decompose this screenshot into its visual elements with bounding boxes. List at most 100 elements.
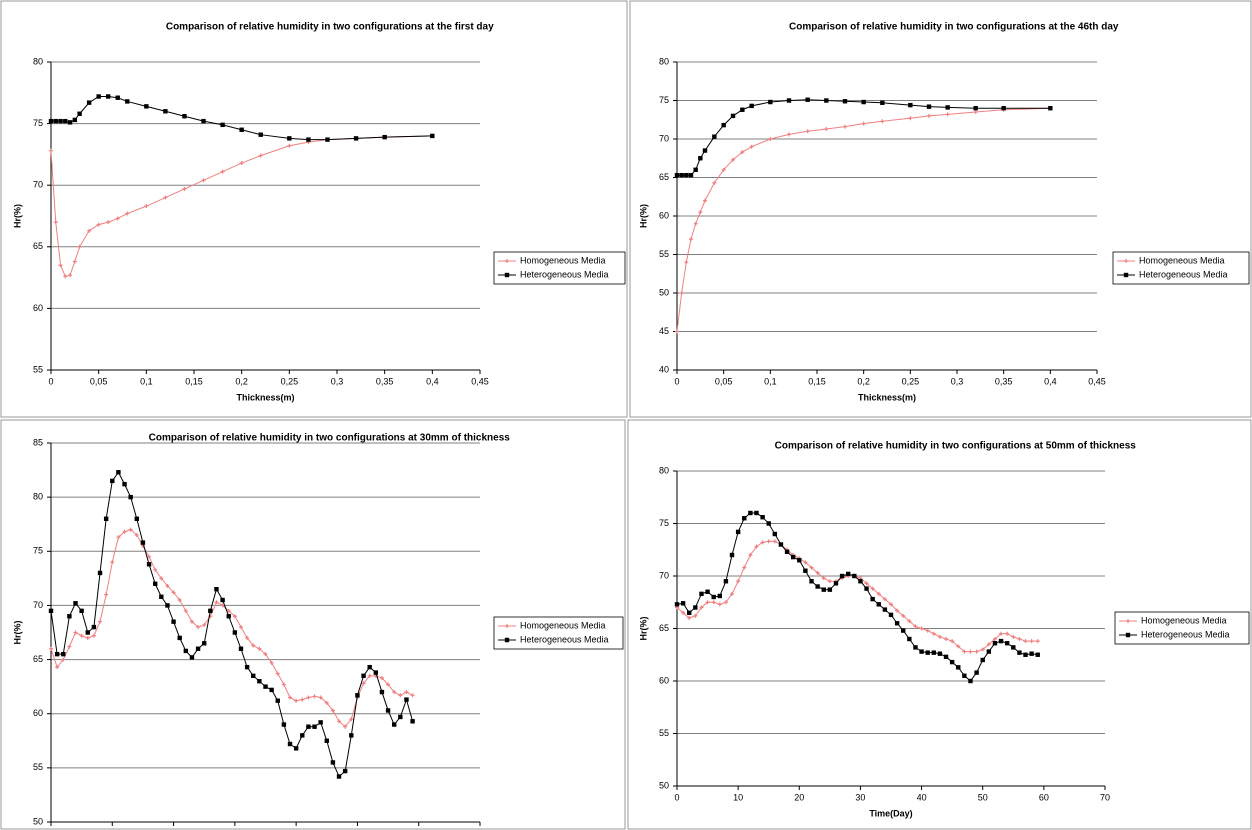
marker (79, 633, 84, 638)
marker (85, 635, 90, 640)
marker (749, 144, 754, 149)
y-tick-label: 60 (33, 708, 43, 718)
marker (723, 600, 728, 605)
marker (300, 733, 305, 738)
x-tick-label: 70 (1100, 792, 1110, 802)
chart-panel: Comparison of relative humidity in two c… (0, 419, 626, 830)
marker (925, 628, 930, 633)
chart-panel: Comparison of relative humidity in two c… (0, 0, 628, 418)
marker (913, 645, 918, 650)
marker (687, 610, 692, 615)
marker (815, 584, 820, 589)
y-tick-label: 85 (33, 437, 43, 447)
marker (950, 639, 955, 644)
marker (679, 172, 684, 178)
marker (163, 109, 168, 114)
marker (790, 554, 796, 560)
marker (937, 651, 943, 656)
legend: Homogeneous Media Heterogeneous Media (1112, 251, 1250, 285)
marker (201, 178, 206, 183)
marker (962, 649, 967, 654)
marker (815, 570, 820, 575)
marker (146, 562, 152, 567)
marker (379, 689, 385, 695)
marker (318, 720, 323, 725)
marker (974, 649, 979, 654)
marker (361, 673, 366, 679)
marker (349, 733, 354, 738)
marker (925, 650, 930, 655)
marker (182, 114, 187, 119)
marker (379, 675, 384, 680)
marker (843, 124, 847, 129)
marker (858, 579, 863, 584)
marker (821, 576, 826, 581)
marker (392, 722, 397, 727)
marker (430, 133, 435, 139)
marker (98, 619, 103, 624)
marker (257, 646, 262, 651)
marker (220, 603, 225, 608)
marker (263, 652, 268, 657)
marker (63, 274, 68, 279)
marker (861, 99, 866, 105)
marker (740, 107, 745, 112)
marker (165, 603, 170, 608)
x-tick-label: 30 (230, 828, 240, 830)
x-tick-label: 50 (978, 792, 988, 802)
marker (306, 695, 311, 700)
marker (889, 602, 893, 607)
marker (85, 630, 90, 635)
y-tick-label: 45 (659, 326, 669, 336)
marker (705, 600, 710, 605)
marker (852, 573, 857, 579)
marker (945, 112, 950, 117)
marker (1005, 631, 1010, 636)
x-tick-label: 0,1 (140, 376, 153, 386)
x-tick-label: 10 (107, 828, 117, 830)
marker (196, 625, 201, 630)
marker (79, 608, 84, 614)
legend: Homogeneous Media Heterogeneous Media (493, 251, 626, 285)
marker (53, 118, 58, 124)
marker (1048, 106, 1053, 111)
marker (876, 591, 881, 596)
marker (61, 651, 66, 657)
marker (171, 590, 176, 595)
x-tick-label: 0,3 (951, 376, 964, 386)
marker (973, 106, 978, 111)
marker (895, 608, 900, 613)
marker (355, 693, 360, 698)
marker (220, 122, 225, 128)
x-tick-label: 60 (414, 828, 424, 830)
marker (504, 637, 510, 643)
x-tick-label: 0,15 (808, 376, 826, 386)
marker (768, 137, 773, 141)
marker (382, 134, 387, 140)
marker (258, 132, 263, 137)
marker (768, 99, 773, 105)
marker (239, 127, 244, 132)
marker (786, 98, 792, 103)
marker (281, 682, 286, 687)
marker (163, 195, 168, 200)
marker (122, 481, 127, 487)
marker (937, 634, 942, 639)
marker (318, 695, 323, 700)
y-tick-label: 70 (659, 133, 669, 143)
marker (1023, 652, 1028, 657)
marker (312, 694, 317, 699)
x-tick-label: 0,25 (281, 376, 299, 386)
marker (980, 657, 985, 663)
marker (1035, 652, 1040, 657)
marker (294, 698, 299, 703)
chart-title: Comparison of relative humidity in two c… (149, 433, 511, 444)
marker (140, 540, 146, 545)
marker (63, 118, 68, 124)
marker (342, 768, 348, 774)
marker (1017, 637, 1022, 641)
y-tick-label: 80 (33, 56, 43, 66)
y-axis-title: Hr(%) (12, 620, 22, 644)
marker (931, 650, 936, 655)
marker (312, 724, 317, 729)
